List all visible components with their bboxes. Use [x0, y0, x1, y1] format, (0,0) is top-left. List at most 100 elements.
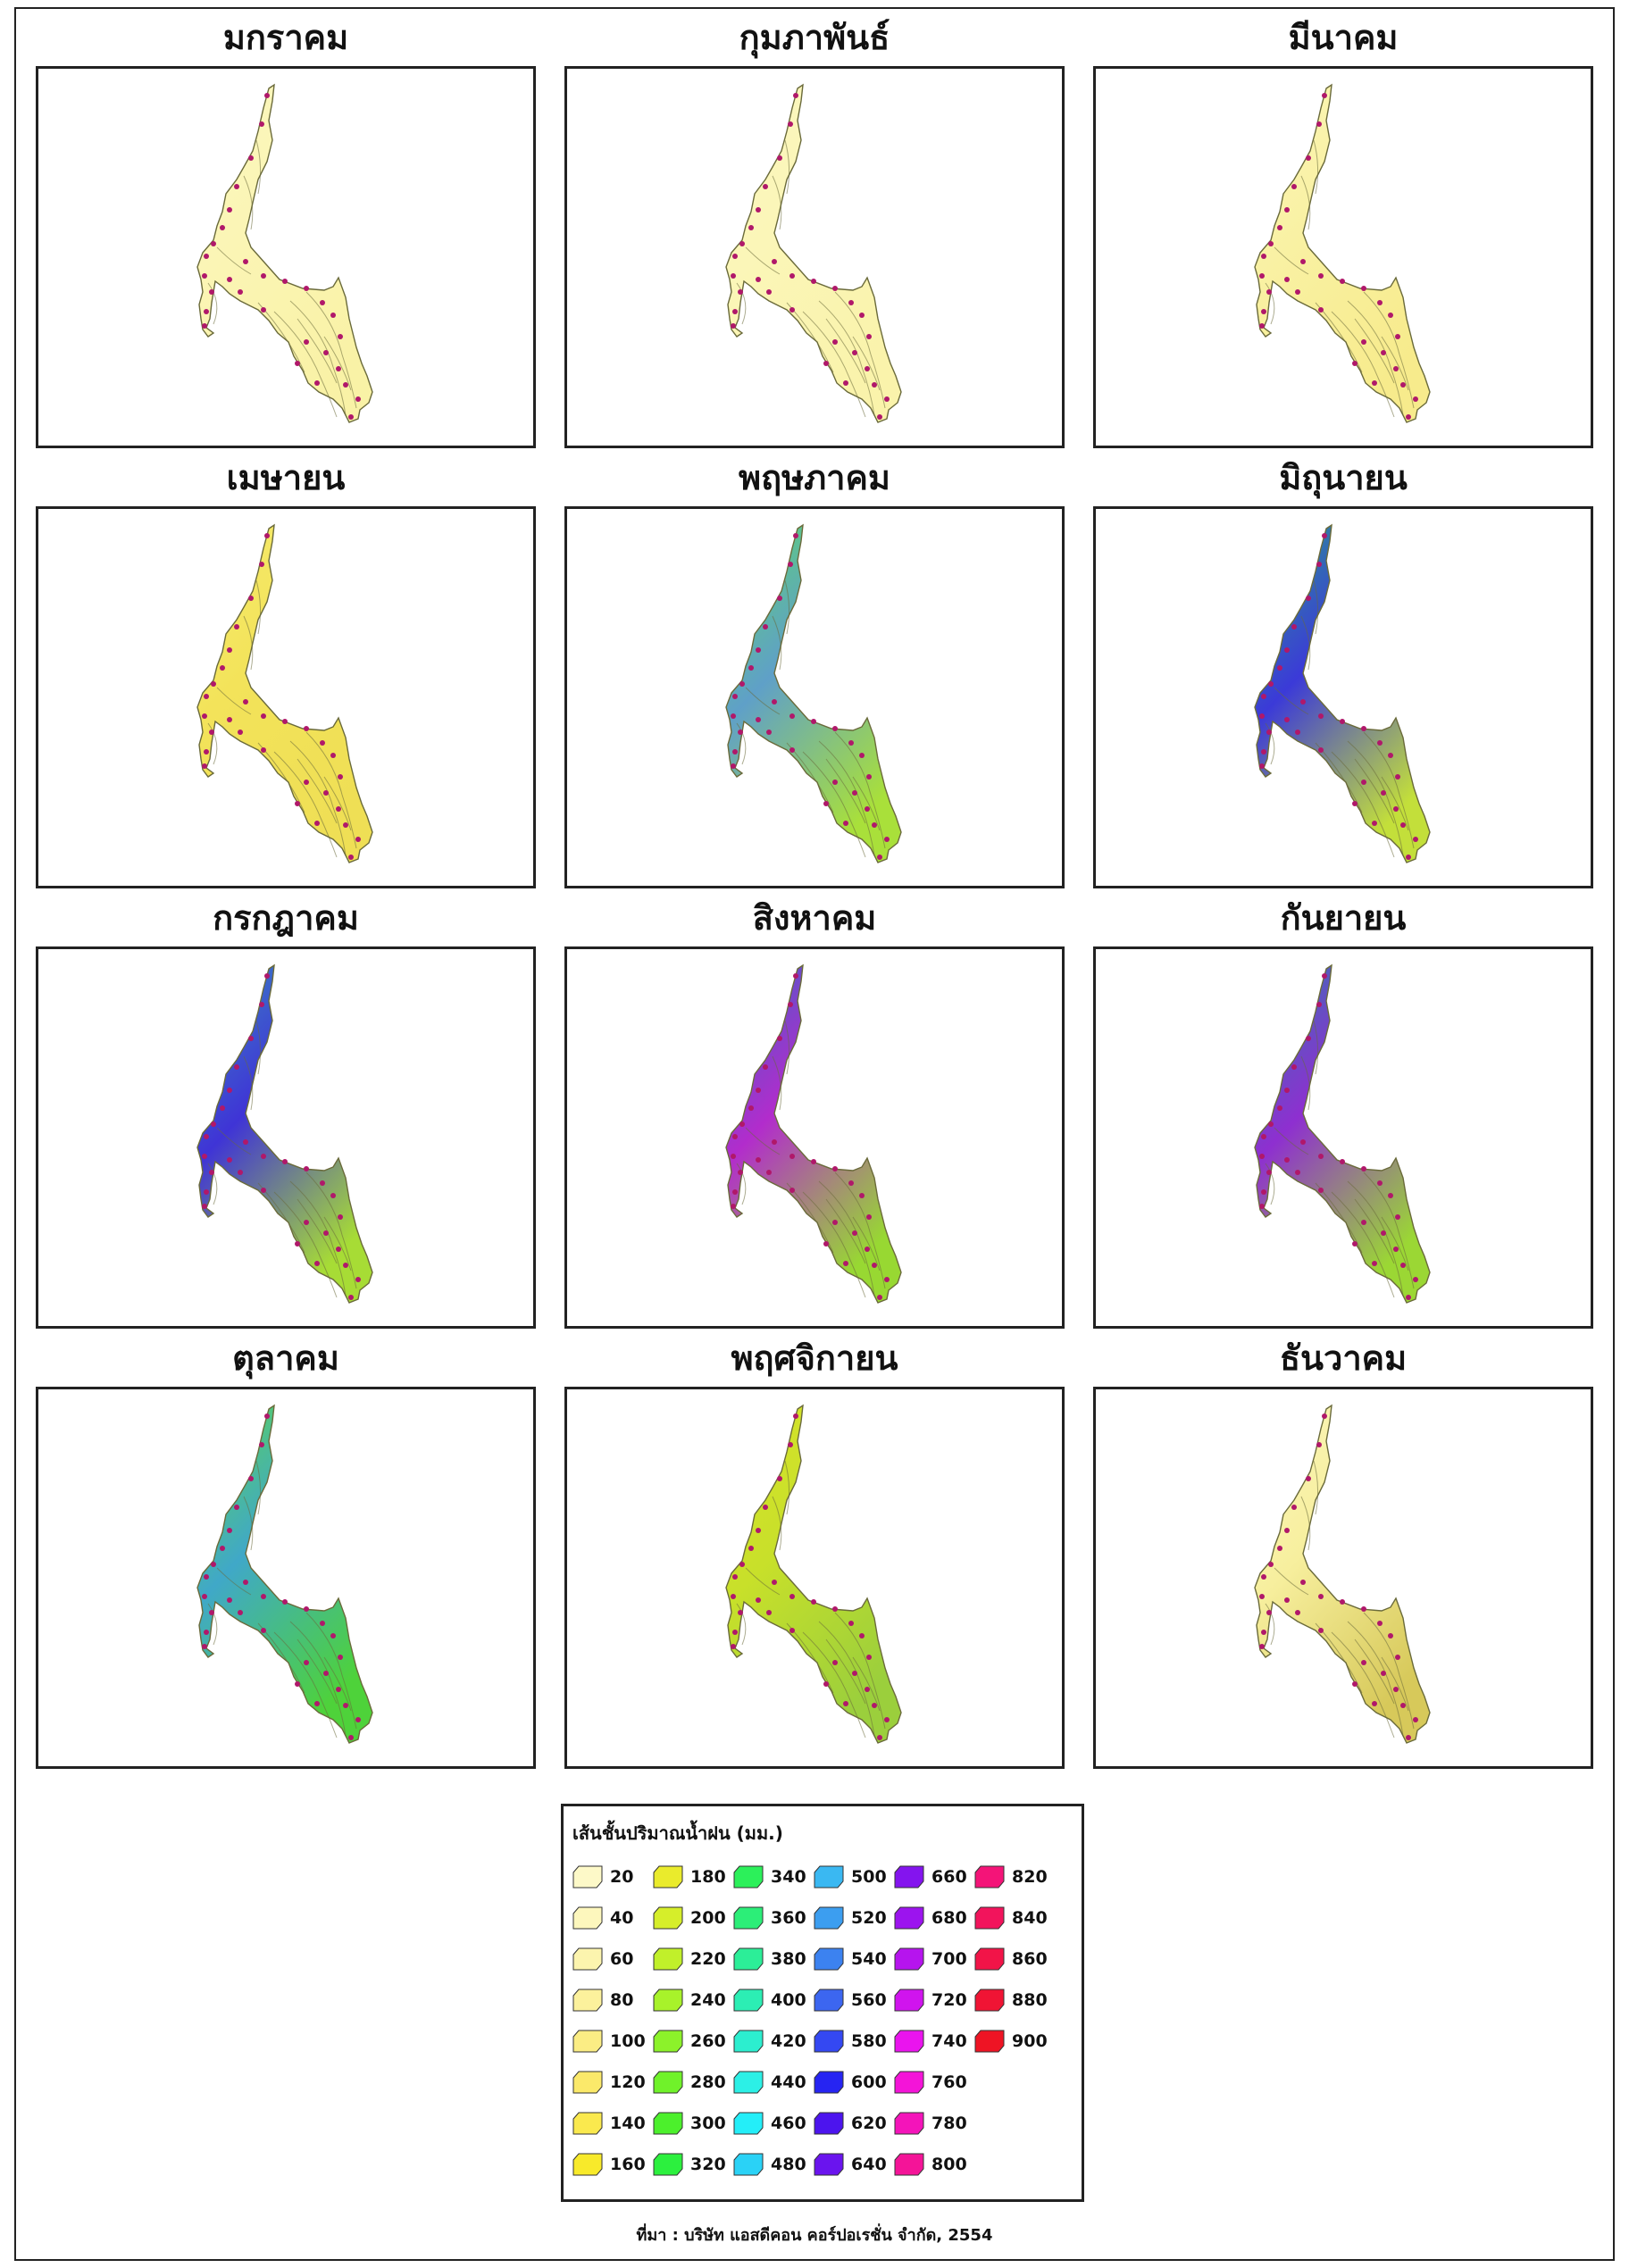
rain-station [1377, 740, 1383, 746]
isohyet-line [736, 1163, 747, 1205]
rain-station [243, 1580, 248, 1585]
rain-station [1393, 366, 1399, 371]
rainfall-legend: เส้นชั้นปริมาณน้ำฝน (มม.) 20 40 60 80 100 120… [561, 1804, 1084, 2202]
rain-station [1388, 313, 1393, 318]
rain-station [877, 414, 882, 420]
rain-station [763, 624, 768, 630]
rain-station [1361, 1660, 1366, 1665]
legend-swatch [571, 2028, 605, 2055]
legend-item: 380 [731, 1944, 817, 1976]
rain-station [738, 1610, 743, 1615]
rain-station [282, 719, 288, 724]
rain-station [732, 254, 738, 259]
rain-station [766, 1610, 772, 1615]
rain-station [1295, 289, 1300, 295]
isohyet-line [802, 1631, 866, 1739]
isohyet-line [772, 1496, 782, 1551]
rain-station [338, 774, 343, 780]
rain-station [1318, 273, 1324, 279]
rain-station [314, 380, 320, 386]
rain-station [238, 730, 243, 735]
rain-station [248, 596, 254, 601]
isohyet-line [772, 615, 782, 671]
legend-swatch [812, 2028, 846, 2055]
rain-station [202, 1154, 207, 1159]
month-map-panel [564, 1387, 1065, 1769]
isohyet-line [1331, 751, 1395, 858]
rain-station [238, 1610, 243, 1615]
rain-station [1372, 821, 1377, 826]
legend-swatch [973, 1946, 1007, 1972]
rain-station [1268, 681, 1274, 687]
legend-swatch [731, 1946, 765, 1972]
rain-station [731, 323, 736, 329]
isohyet-line [273, 1631, 338, 1739]
month-map-panel [1093, 506, 1593, 888]
rain-station [348, 1295, 354, 1300]
month-title: มิถุนายน [1279, 458, 1408, 497]
rain-station [1318, 747, 1324, 753]
rain-station [872, 1703, 877, 1708]
isohyet-line [305, 291, 357, 409]
legend-label: 80 [610, 1990, 634, 2010]
isohyet-line [1274, 1127, 1309, 1155]
legend-swatch [892, 1987, 926, 2014]
rain-station [1352, 1241, 1358, 1247]
legend-item: 500 [812, 1862, 898, 1894]
legend-item: 700 [892, 1944, 978, 1976]
rain-station [748, 665, 754, 671]
isohyet-line [802, 751, 866, 858]
rain-station [865, 1687, 870, 1692]
legend-label: 400 [771, 1990, 806, 2010]
rain-station [330, 1193, 336, 1198]
rain-station [1318, 1188, 1324, 1193]
month-map-panel [564, 946, 1065, 1329]
rain-station [227, 1528, 232, 1533]
rain-station [731, 1594, 736, 1599]
rain-station [264, 1413, 270, 1419]
rain-station [1395, 334, 1400, 339]
rain-station [1261, 1630, 1266, 1635]
rain-station [832, 726, 838, 731]
isohyet-line [297, 758, 338, 824]
isohyet-line [1363, 291, 1415, 409]
legend-label: 380 [771, 1949, 806, 1969]
rain-station [793, 973, 798, 979]
rain-station [789, 273, 795, 279]
legend-item: 600 [812, 2067, 898, 2099]
rain-station [756, 717, 761, 722]
rain-station [202, 713, 207, 719]
isohyet-line [834, 731, 886, 849]
legend-item: 780 [892, 2108, 978, 2140]
month-title: กันยายน [1280, 898, 1407, 938]
rain-station [234, 1505, 239, 1510]
legend-item: 760 [892, 2067, 978, 2099]
rain-station [763, 184, 768, 189]
isohyet-line [802, 311, 866, 418]
rain-station [789, 713, 795, 719]
rain-station [314, 1701, 320, 1706]
rain-station [852, 1230, 857, 1236]
rain-station [732, 749, 738, 755]
legend-item: 360 [731, 1903, 817, 1935]
legend-swatch [651, 2028, 685, 2055]
legend-label: 800 [931, 2155, 967, 2174]
rain-station [738, 1170, 743, 1175]
rain-station [1322, 1413, 1327, 1419]
legend-swatch [812, 1864, 846, 1890]
rain-station [1277, 225, 1282, 230]
legend-swatch [571, 2069, 605, 2096]
isohyet-line [784, 1020, 790, 1075]
rain-station [1361, 1606, 1366, 1612]
legend-swatch [812, 1905, 846, 1931]
rain-station [336, 1247, 341, 1252]
isohyet-line [255, 1460, 262, 1515]
rain-station [248, 155, 254, 161]
rain-station [811, 279, 816, 284]
legend-item: 660 [892, 1862, 978, 1894]
isohyet-line [834, 1612, 886, 1730]
isohyet-line [1363, 1612, 1415, 1730]
legend-label: 220 [690, 1949, 726, 1969]
rain-station [304, 726, 309, 731]
rain-station [1266, 1170, 1272, 1175]
